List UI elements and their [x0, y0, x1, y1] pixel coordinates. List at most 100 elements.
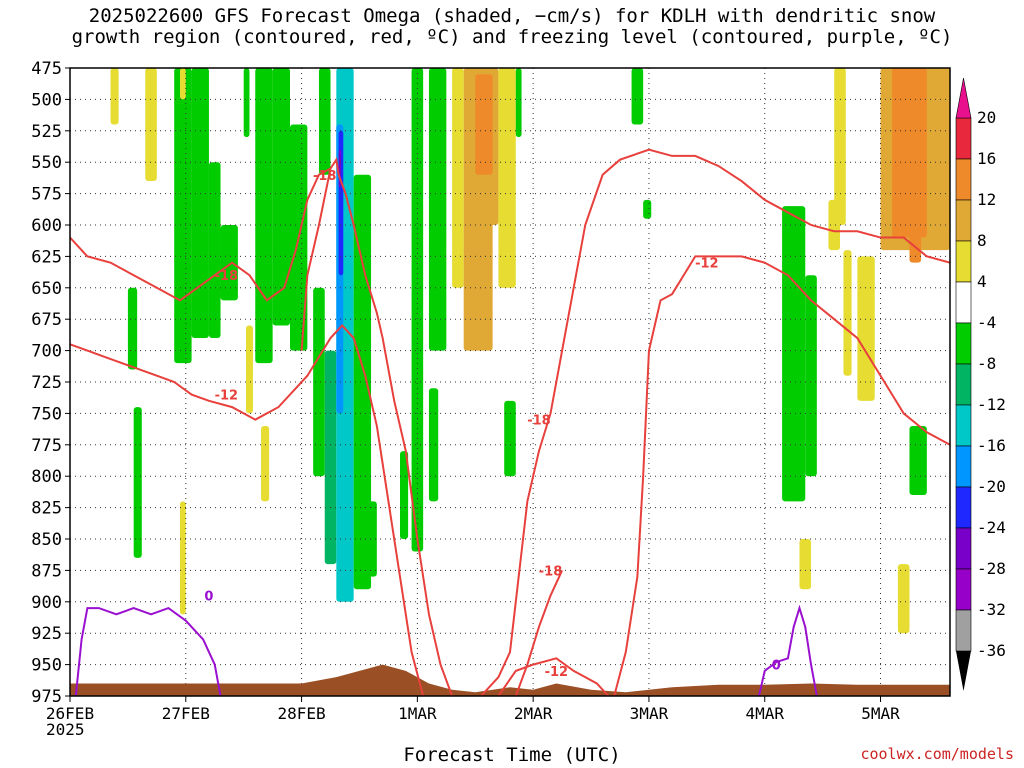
colorbar: 20 16 12 8 4 -4 -8 -12 -16 -20 -24 -28 -32 -36: [955, 77, 1006, 691]
omega-shade-region-29: [452, 68, 464, 288]
y-tick-label-825: 825: [31, 499, 62, 519]
colorbar-bin-0: [955, 117, 972, 160]
colorbar-label-5: -4: [977, 313, 996, 332]
freezing-contour-1: [757, 604, 818, 696]
omega-shade-region-35: [504, 400, 516, 477]
omega-shade-region-22: [318, 68, 331, 175]
colorbar-label-2: 12: [977, 190, 996, 209]
dsg-contour-5: [514, 569, 564, 696]
colorbar-bin-9: [955, 486, 972, 529]
colorbar-bin-11: [955, 568, 972, 611]
dsg-contour-3: [497, 657, 610, 696]
colorbar-label-9: -20: [977, 477, 1006, 496]
omega-shade-region-36: [631, 68, 644, 125]
y-tick-label-725: 725: [31, 373, 62, 393]
colorbar-label-3: 8: [977, 231, 987, 250]
omega-shade-region-16: [313, 287, 325, 477]
omega-shade-region-41: [828, 199, 840, 251]
omega-shade-region-40: [834, 68, 846, 225]
x-axis: 26FEB 27FEB 28FEB 1MAR 2MAR 3MAR 4MAR 5MAR: [46, 696, 900, 723]
dsg-contour-label-0: -18: [313, 169, 337, 184]
x-tick-label-4MAR: 4MAR: [745, 704, 784, 723]
x-axis-title: Forecast Time (UTC): [403, 744, 621, 766]
colorbar-label-1: 16: [977, 149, 996, 168]
omega-shade-region-1: [145, 68, 157, 182]
y-tick-label-700: 700: [31, 342, 62, 362]
colorbar-label-6: -8: [977, 354, 996, 373]
colorbar-bottom-arrow: [956, 651, 971, 691]
dsg-contour-2: [70, 324, 425, 696]
omega-shade-region-14: [272, 68, 290, 326]
omega-shade-region-39: [805, 275, 817, 477]
colorbar-label-13: -36: [977, 641, 1006, 660]
omega-shade-region-38: [782, 206, 806, 502]
omega-shade-region-32: [475, 74, 493, 175]
dsg-contour-label-4: -12: [695, 257, 719, 272]
y-tick-label-525: 525: [31, 122, 62, 142]
omega-shade-region-12: [261, 425, 270, 502]
omega-shade-region-0: [110, 68, 119, 125]
y-tick-label-950: 950: [31, 656, 62, 676]
x-tick-label-26FEB: 26FEB: [46, 704, 94, 723]
colorbar-top-arrow: [955, 77, 972, 119]
colorbar-bin-2: [955, 199, 972, 242]
omega-shade-region-50: [180, 68, 186, 100]
y-tick-label-875: 875: [31, 561, 62, 581]
omega-shade-region-6: [191, 68, 209, 339]
colorbar-bin-10: [955, 527, 972, 570]
omega-shade-region-34: [515, 68, 522, 138]
y-tick-label-800: 800: [31, 467, 62, 487]
x-axis-year-label: 2025: [46, 720, 85, 739]
x-tick-label-5MAR: 5MAR: [861, 704, 900, 723]
y-tick-label-625: 625: [31, 247, 62, 267]
y-tick-label-925: 925: [31, 624, 62, 644]
y-tick-label-900: 900: [31, 593, 62, 613]
x-tick-label-28FEB: 28FEB: [277, 704, 325, 723]
y-tick-label-500: 500: [31, 90, 62, 110]
omega-shade-region-10: [243, 68, 250, 138]
y-tick-label-675: 675: [31, 310, 62, 330]
y-tick-label-850: 850: [31, 530, 62, 550]
y-tick-label-775: 775: [31, 436, 62, 456]
y-tick-label-475: 475: [31, 59, 62, 79]
contour-layer: -18 -18 -12 -12 -12 -18 -18 0 0: [70, 148, 950, 696]
dsg-contour-1: [480, 148, 950, 696]
omega-shade-region-26: [411, 68, 424, 552]
colorbar-bin-6: [955, 363, 972, 406]
x-tick-label-27FEB: 27FEB: [162, 704, 210, 723]
chart-title: 2025022600 GFS Forecast Omega (shaded, −…: [0, 6, 1024, 48]
terrain-layer: [70, 664, 950, 696]
omega-shade-region-33: [498, 68, 516, 288]
colorbar-label-12: -32: [977, 600, 1006, 619]
colorbar-label-0: 20: [977, 108, 996, 127]
freezing-contour-label-0: 0: [204, 590, 213, 605]
colorbar-bin-4: [955, 281, 972, 324]
dsg-contour-label-3: -12: [545, 665, 569, 680]
colorbar-label-8: -16: [977, 436, 1006, 455]
omega-shade-region-27: [428, 68, 447, 351]
omega-shade-region-24: [365, 501, 377, 577]
y-tick-label-650: 650: [31, 279, 62, 299]
y-tick-label-575: 575: [31, 185, 62, 205]
source-credit: coolwx.com/models: [860, 745, 1014, 763]
colorbar-label-4: 4: [977, 272, 987, 291]
y-axis: 475 500 525 550 575 600 625 650 675 700 725 750 775 8…: [31, 59, 70, 707]
dsg-contour-label-1: -18: [527, 414, 551, 429]
colorbar-bin-12: [955, 609, 972, 652]
omega-shade-region-46: [909, 225, 922, 263]
colorbar-bin-1: [955, 158, 972, 201]
freezing-contour-label-1: 0: [772, 659, 781, 674]
omega-shade-region-7: [208, 162, 221, 339]
freezing-contour-0: [74, 606, 222, 696]
omega-shade-region-42: [843, 250, 852, 376]
chart-title-line-2: growth region (contoured, red, ºC) and f…: [71, 26, 953, 48]
colorbar-label-7: -12: [977, 395, 1006, 414]
dsg-contour-0: [300, 156, 454, 696]
dsg-contour-label-2: -12: [215, 389, 239, 404]
dsg-contour-label-5: -18: [539, 564, 563, 579]
colorbar-label-11: -28: [977, 559, 1006, 578]
omega-shade-region-47: [909, 425, 927, 496]
y-tick-label-550: 550: [31, 153, 62, 173]
dsg-contour-4: [613, 255, 950, 696]
